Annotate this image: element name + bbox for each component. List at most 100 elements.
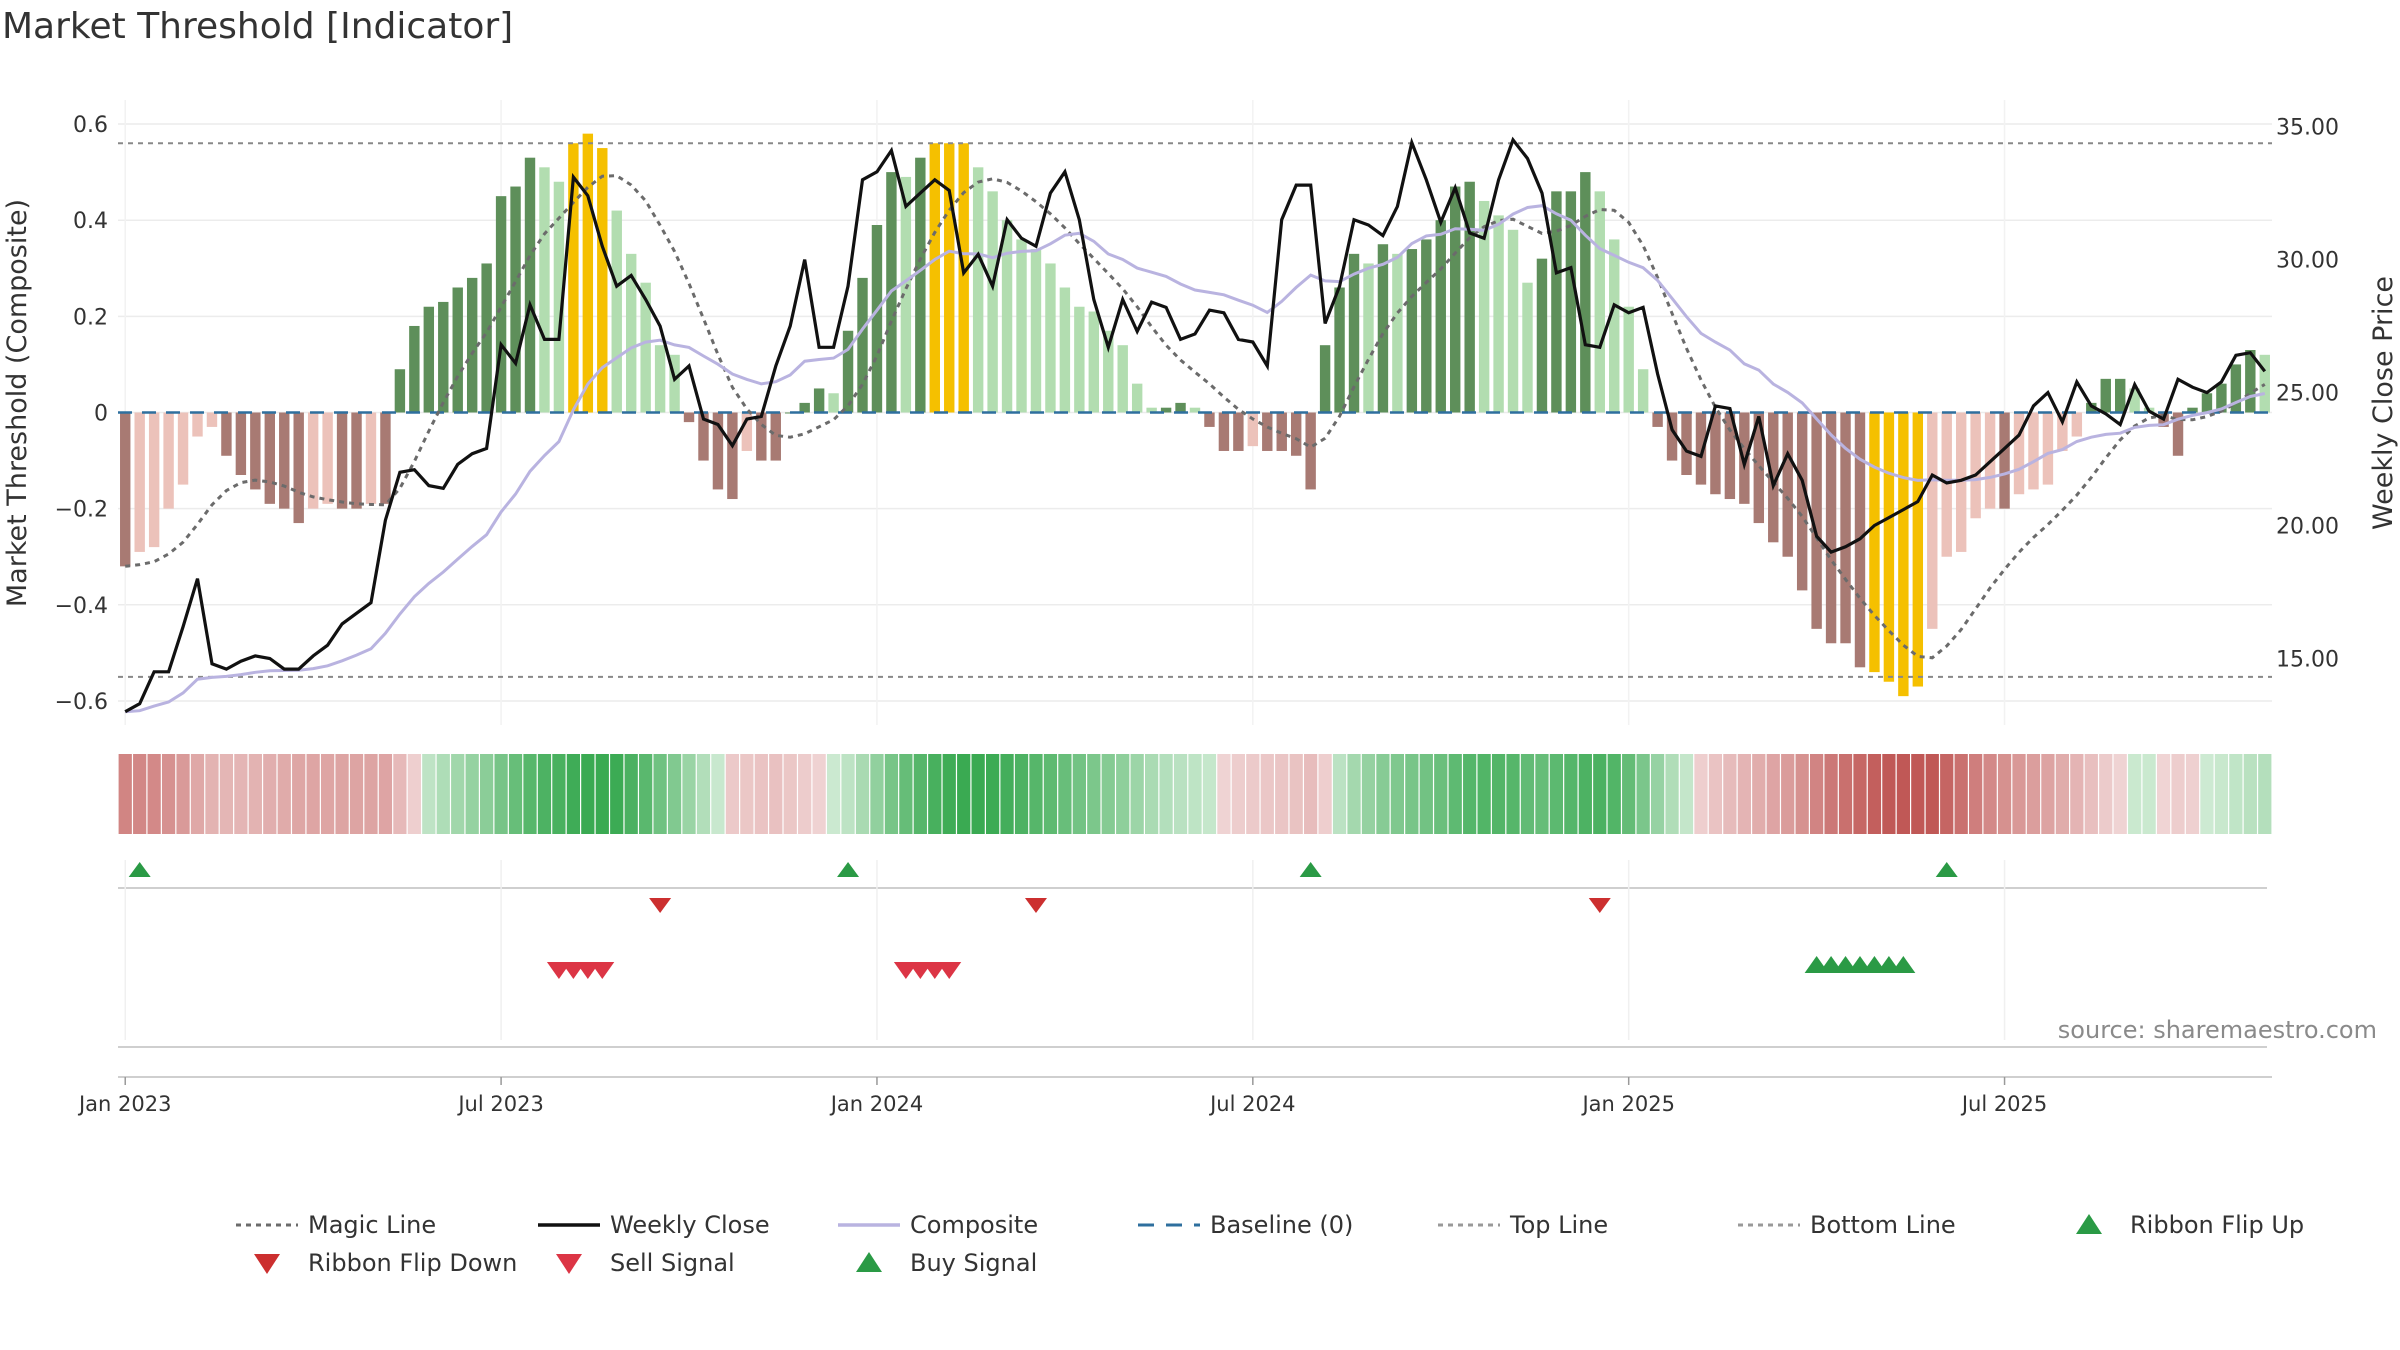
composite-bar: [582, 133, 594, 413]
composite-bar: [1507, 229, 1519, 413]
axes: 0.6 0.4 0.2 0 −0.2 −0.4 −0.6 35.00 30.00 25.00 20.…: [55, 113, 2339, 715]
composite-bar: [1782, 412, 1793, 557]
composite-bar: [1377, 244, 1389, 413]
ribbon-cell: [855, 754, 870, 834]
right-tick-label: 20.00: [2276, 515, 2339, 540]
composite-bar: [1927, 412, 1938, 629]
ribbon-cell: [2128, 754, 2142, 834]
composite-bar: [1233, 412, 1244, 451]
composite-bar: [307, 412, 319, 509]
ribbon-cell: [639, 754, 653, 834]
composite-bar: [1681, 412, 1692, 475]
ribbon-cell: [696, 754, 711, 834]
composite-bar: [1103, 330, 1114, 413]
composite-bar: [597, 148, 608, 413]
ribbon-cell: [653, 754, 667, 834]
ribbon-cell: [1853, 754, 1867, 834]
composite-bar: [871, 225, 883, 413]
x-tick-label: Jul 2023: [456, 1092, 543, 1116]
composite-bar: [1536, 258, 1548, 413]
ribbon-cell: [133, 754, 147, 834]
ribbon-cell: [1116, 754, 1130, 834]
right-tick-label: 15.00: [2276, 648, 2339, 673]
legend-item: Baseline (0): [1138, 1211, 1353, 1239]
composite-bar: [1724, 412, 1736, 500]
ribbon-cell: [1390, 754, 1405, 834]
ribbon-cell: [1477, 754, 1491, 834]
legend-swatch: [2076, 1214, 2102, 1234]
ribbon-cell: [826, 754, 841, 834]
legend-label: Buy Signal: [910, 1249, 1037, 1277]
left-tick-label: −0.2: [55, 498, 108, 523]
composite-bar: [683, 412, 695, 423]
composite-bar: [1001, 220, 1013, 413]
composite-bar: [1406, 249, 1418, 413]
composite-bar: [2028, 412, 2039, 490]
composite-bar: [2172, 412, 2184, 456]
composite-bar: [1609, 239, 1620, 413]
ribbon-cell: [1188, 754, 1202, 834]
composite-bar: [1666, 412, 1678, 461]
ribbon-cell: [480, 754, 494, 834]
composite-bar: [394, 369, 406, 413]
ribbon-cell: [2258, 754, 2272, 834]
composite-bar: [929, 143, 940, 413]
ribbon-cell: [1159, 754, 1173, 834]
composite-bar: [727, 412, 738, 500]
right-tick-label: 35.00: [2276, 116, 2339, 141]
legend-item: Composite: [838, 1211, 1038, 1239]
ribbon-cell: [1665, 754, 1679, 834]
composite-bar: [221, 412, 232, 456]
ribbon-cell: [2185, 754, 2200, 834]
composite-bar: [235, 412, 247, 475]
ribbon-cell: [769, 754, 783, 834]
composite-bar: [2187, 407, 2198, 413]
ribbon-cell: [1072, 754, 1086, 834]
ribbon-cell: [566, 754, 581, 834]
left-tick-label: −0.4: [55, 594, 108, 619]
ribbon-cell: [1564, 754, 1578, 834]
ribbon-cell: [1463, 754, 1477, 834]
left-tick-label: 0.6: [73, 113, 108, 138]
composite-bar: [1247, 412, 1259, 447]
composite-bar: [293, 412, 304, 524]
ribbon-cell: [1896, 754, 1910, 834]
composite-bar: [409, 325, 420, 413]
composite-bar: [1348, 253, 1360, 413]
ribbon-cell: [1231, 754, 1245, 834]
ribbon-cell: [1145, 754, 1159, 834]
composite-bar: [1262, 412, 1273, 451]
composite-bar: [669, 354, 680, 413]
composite-bar: [1478, 200, 1490, 413]
ribbon-cell: [740, 754, 754, 834]
composite-bar: [915, 157, 926, 413]
composite-bar: [539, 167, 550, 413]
ribbon-cell: [1622, 754, 1636, 834]
composite-bar: [756, 412, 767, 461]
composite-bar: [1146, 407, 1157, 413]
ribbon-flip-down-marker: [649, 898, 672, 913]
ribbon-cell: [1347, 754, 1361, 834]
ribbon-cell: [1838, 754, 1853, 834]
ribbon-cell: [711, 754, 725, 834]
composite-bar: [1218, 412, 1230, 451]
ribbon-flip-up-marker: [1299, 862, 1322, 877]
composite-bar: [206, 412, 218, 427]
composite-bar: [1392, 253, 1403, 413]
ribbon-cell: [248, 754, 262, 834]
composite-bar: [1811, 412, 1822, 629]
ribbon-cell: [2084, 754, 2098, 834]
ribbon-cell: [957, 754, 971, 834]
legend-label: Baseline (0): [1210, 1211, 1353, 1239]
ribbon-cell: [2113, 754, 2127, 834]
composite-bar: [1030, 249, 1042, 413]
composite-bar: [900, 176, 912, 413]
composite-bar: [1131, 383, 1143, 413]
ribbon-cell: [1087, 754, 1101, 834]
ribbon-cell: [1520, 754, 1535, 834]
ribbon-cell: [1578, 754, 1592, 834]
composite-bar: [770, 412, 781, 461]
ribbon-cell: [971, 754, 985, 834]
composite-bar: [452, 287, 463, 413]
